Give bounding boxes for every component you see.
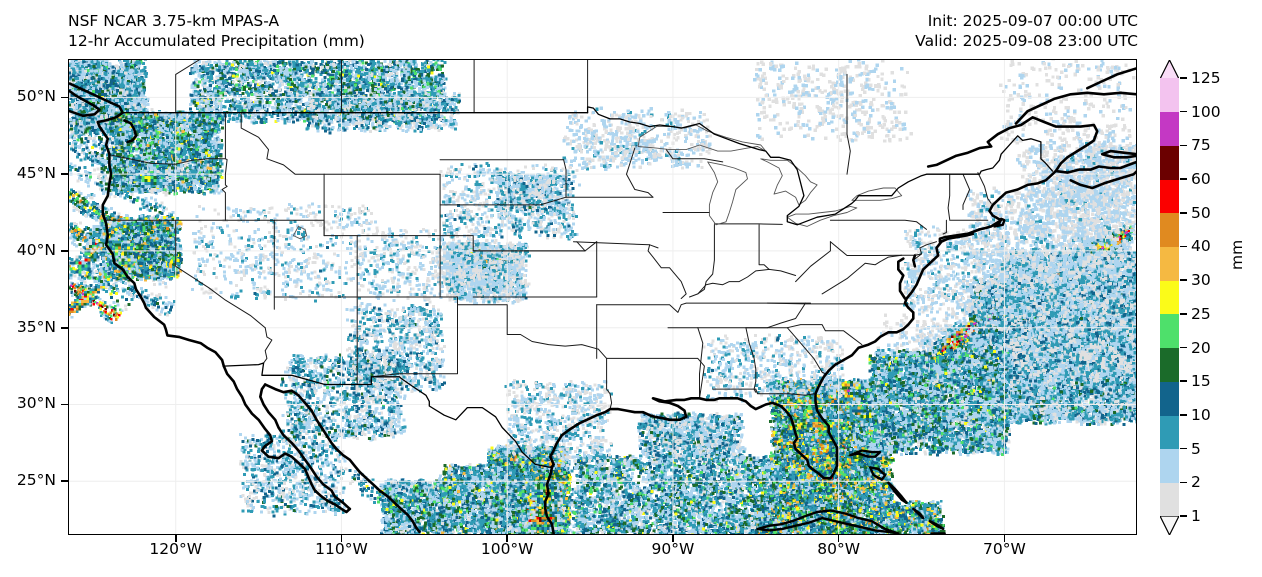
colorbar-band — [1160, 145, 1179, 179]
colorbar-band — [1160, 449, 1179, 483]
y-tick-label: 25°N — [17, 471, 56, 489]
colorbar-tick-mark — [1180, 482, 1187, 484]
x-tick-label: 80°W — [817, 540, 860, 558]
colorbar-tick-mark — [1180, 515, 1187, 517]
colorbar-tick-label: 15 — [1191, 372, 1211, 390]
x-tick-label: 90°W — [652, 540, 695, 558]
colorbar-tick-label: 40 — [1191, 237, 1211, 255]
valid-time-label: Valid: 2025-09-08 23:00 UTC — [915, 32, 1138, 50]
colorbar-tick-mark — [1180, 414, 1187, 416]
colorbar-band — [1160, 112, 1179, 146]
colorbar-band — [1160, 213, 1179, 247]
colorbar-tick-mark — [1180, 313, 1187, 315]
y-tick-mark — [61, 480, 68, 482]
colorbar-tick-label: 20 — [1191, 339, 1211, 357]
init-time-label: Init: 2025-09-07 00:00 UTC — [928, 12, 1138, 30]
colorbar-tick-label: 100 — [1191, 103, 1221, 121]
map-plot-area[interactable] — [68, 59, 1137, 535]
colorbar-tick-label: 50 — [1191, 204, 1211, 222]
colorbar-tick-label: 5 — [1191, 440, 1201, 458]
colorbar-tick-label: 75 — [1191, 136, 1211, 154]
state-boundaries — [106, 59, 991, 409]
y-tick-label: 45°N — [17, 164, 56, 182]
colorbar-tick-mark — [1180, 178, 1187, 180]
colorbar-tick-label: 30 — [1191, 271, 1211, 289]
graticule-gridlines — [68, 59, 1137, 535]
colorbar-band — [1160, 314, 1179, 348]
colorbar-tick-mark — [1180, 212, 1187, 214]
y-tick-mark — [61, 173, 68, 175]
colorbar-band — [1160, 246, 1179, 280]
colorbar-tick-mark — [1180, 77, 1187, 79]
lakes-layer — [293, 125, 901, 239]
colorbar-min-arrow — [1160, 516, 1179, 535]
colorbar-band — [1160, 78, 1179, 112]
colorbar-tick-mark — [1180, 380, 1187, 382]
y-tick-mark — [61, 97, 68, 99]
colorbar-band — [1160, 415, 1179, 449]
x-tick-label: 110°W — [315, 540, 368, 558]
colorbar-band — [1160, 381, 1179, 415]
colorbar-tick-label: 60 — [1191, 170, 1211, 188]
x-tick-label: 70°W — [983, 540, 1026, 558]
colorbar-tick-label: 10 — [1191, 406, 1211, 424]
y-tick-label: 30°N — [17, 394, 56, 412]
colorbar-tick-mark — [1180, 279, 1187, 281]
x-tick-label: 100°W — [481, 540, 534, 558]
colorbar-tick-label: 1 — [1191, 507, 1201, 525]
colorbar-band — [1160, 280, 1179, 314]
y-tick-mark — [61, 327, 68, 329]
colorbar-tick-label: 25 — [1191, 305, 1211, 323]
colorbar-tick-label: 125 — [1191, 69, 1221, 87]
y-tick-mark — [61, 250, 68, 252]
product-name-line: 12-hr Accumulated Precipitation (mm) — [68, 32, 365, 50]
model-title: NSF NCAR 3.75-km MPAS-A 12-hr Accumulated… — [68, 11, 365, 51]
x-tick-label: 120°W — [149, 540, 202, 558]
y-tick-label: 50°N — [17, 87, 56, 105]
colorbar-tick-mark — [1180, 347, 1187, 349]
colorbar-tick-mark — [1180, 246, 1187, 248]
colorbar-units-label: mm — [1228, 240, 1246, 270]
y-tick-mark — [61, 404, 68, 406]
coastlines — [70, 68, 1137, 533]
colorbar-band — [1160, 482, 1179, 516]
colorbar[interactable] — [1160, 78, 1179, 516]
colorbar-band — [1160, 348, 1179, 382]
colorbar-tick-label: 2 — [1191, 473, 1201, 491]
valid-time-block: Init: 2025-09-07 00:00 UTC Valid: 2025-09… — [915, 11, 1138, 51]
y-tick-label: 35°N — [17, 318, 56, 336]
map-geography-layer — [68, 59, 1137, 535]
colorbar-max-arrow — [1160, 60, 1179, 79]
colorbar-tick-mark — [1180, 448, 1187, 450]
model-name-line: NSF NCAR 3.75-km MPAS-A — [68, 12, 279, 30]
colorbar-tick-mark — [1180, 145, 1187, 147]
colorbar-band — [1160, 179, 1179, 213]
y-tick-label: 40°N — [17, 241, 56, 259]
colorbar-tick-mark — [1180, 111, 1187, 113]
